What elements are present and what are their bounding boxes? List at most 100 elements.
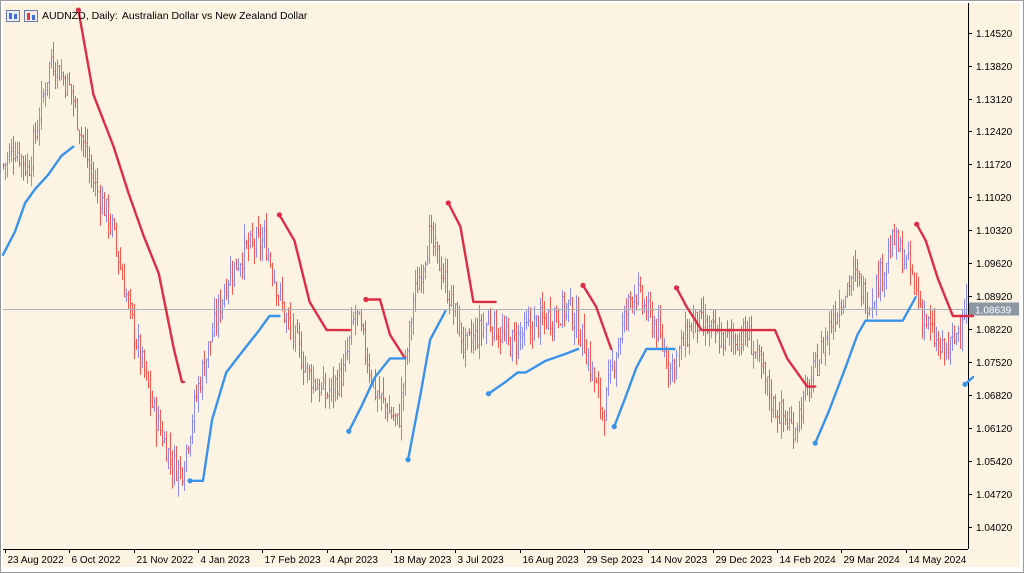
ohlc-bar: [529, 307, 532, 345]
ohlc-bar: [54, 62, 57, 90]
x-tick-label: 18 May 2023: [394, 555, 452, 566]
ohlc-bar: [167, 448, 170, 470]
ohlc-bar: [292, 313, 295, 350]
y-tick-label: 1.07520: [976, 358, 1013, 369]
x-tick-label: 14 May 2024: [909, 555, 967, 566]
ohlc-bar: [629, 291, 632, 309]
ohlc-bar: [265, 213, 268, 261]
ohlc-bar: [52, 41, 55, 76]
ohlc-bar: [752, 340, 755, 369]
ohlc-bar: [368, 353, 371, 384]
ohlc-bar: [197, 375, 200, 413]
ohlc-bar: [424, 261, 427, 280]
ohlc-bar: [229, 255, 232, 287]
ohlc-bar: [380, 392, 383, 411]
ohlc-bar: [448, 290, 451, 315]
ohlc-bar: [6, 151, 9, 178]
ohlc-bar: [929, 304, 932, 341]
ohlc-bar: [289, 302, 292, 340]
ohlc-bar: [959, 316, 962, 349]
ohlc-bar: [893, 223, 896, 246]
y-tick-label: 1.06820: [976, 391, 1013, 402]
ohlc-bar: [877, 260, 880, 298]
ohlc-bar: [633, 284, 636, 316]
ohlc-bar: [858, 270, 861, 287]
ohlc-bar: [296, 319, 299, 334]
upper-band-segment: [915, 222, 975, 318]
ohlc-bar: [758, 344, 761, 363]
ohlc-bar: [149, 370, 152, 416]
ohlc-bar: [60, 59, 63, 81]
ohlc-bar: [99, 184, 102, 226]
ohlc-bar: [557, 308, 560, 329]
ohlc-bar: [275, 281, 278, 306]
ohlc-bar: [58, 64, 61, 81]
lower-band-segment: [1, 145, 75, 257]
ohlc-bar: [846, 282, 849, 299]
ohlc-bar: [466, 332, 469, 350]
ohlc-bar: [875, 274, 878, 316]
lower-band: [1, 145, 975, 484]
ohlc-bar: [553, 307, 556, 341]
ohlc-bar: [237, 258, 240, 272]
ohlc-bar: [169, 432, 172, 475]
ohlc-bar: [74, 96, 77, 109]
ohlc-bar: [107, 194, 110, 239]
ohlc-bar: [545, 312, 548, 330]
ohlc-bar: [119, 247, 122, 271]
ohlc-bar: [82, 134, 85, 157]
ohlc-bar: [326, 392, 329, 399]
ohlc-bar: [491, 326, 494, 346]
x-tick-label: 4 Jan 2023: [201, 555, 251, 566]
ohlc-bar: [571, 297, 574, 331]
ohlc-bar: [899, 237, 902, 252]
ohlc-bar: [452, 284, 455, 325]
ohlc-bar: [440, 256, 443, 290]
ohlc-bar: [38, 107, 41, 146]
ohlc-bar: [541, 292, 544, 326]
ohlc-bar: [669, 362, 672, 385]
ohlc-bar: [844, 295, 847, 309]
ohlc-bar: [577, 297, 580, 346]
ohlc-bar: [191, 414, 194, 444]
ohlc-bar: [117, 250, 120, 275]
ohlc-bar: [639, 276, 642, 293]
ohlc-bar: [344, 340, 347, 372]
ohlc-bar: [432, 221, 435, 257]
ohlc-bar: [131, 302, 134, 319]
ohlc-bar: [800, 396, 803, 430]
ohlc-bar: [945, 342, 948, 360]
ohlc-bar: [436, 241, 439, 264]
ohlc-bar: [378, 376, 381, 400]
ohlc-bar: [523, 311, 526, 346]
ohlc-bar: [348, 335, 351, 364]
ohlc-bar: [90, 154, 93, 189]
ohlc-bar: [294, 325, 297, 353]
ohlc-bar: [840, 299, 843, 316]
ohlc-bar: [476, 317, 479, 350]
ohlc-bar: [816, 343, 819, 377]
ohlc-bar: [340, 358, 343, 398]
ohlc-bar: [80, 126, 83, 151]
ohlc-bar: [808, 379, 811, 402]
ohlc-bar: [798, 400, 801, 433]
ohlc-bar: [850, 275, 853, 296]
ohlc-bar: [535, 314, 538, 327]
ohlc-bar: [360, 308, 363, 332]
ohlc-bar: [788, 407, 791, 431]
ohlc-bar: [762, 351, 765, 375]
upper-band-start-dot: [363, 296, 369, 303]
symbol-description: Australian Dollar vs New Zealand Dollar: [121, 10, 308, 22]
ohlc-bar: [684, 311, 687, 358]
ohlc-bar: [430, 214, 433, 244]
ohlc-bar: [318, 378, 321, 403]
ohlc-bar: [826, 330, 829, 346]
ohlc-bar: [2, 163, 5, 170]
ohlc-bar: [207, 341, 210, 369]
x-tick-label: 6 Oct 2022: [72, 555, 121, 566]
ohlc-bar: [939, 337, 942, 360]
ohlc-bar: [209, 341, 212, 356]
ohlc-bar: [887, 237, 890, 274]
ohlc-bar: [852, 255, 855, 291]
